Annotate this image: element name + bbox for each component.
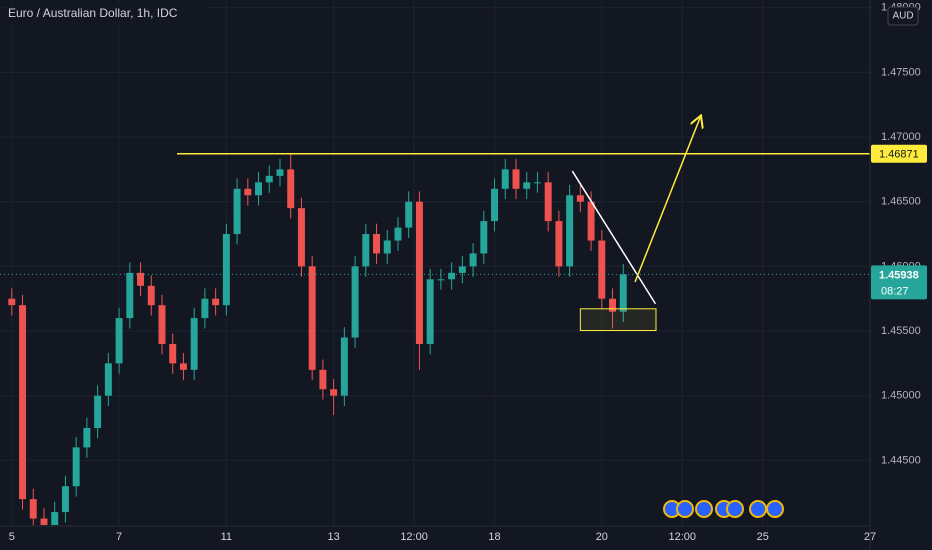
- candles: [8, 153, 627, 525]
- candle-body: [469, 253, 477, 267]
- candle-body: [609, 298, 617, 312]
- support-box: [579, 308, 657, 332]
- candle-body: [448, 272, 456, 280]
- candle-body: [566, 195, 574, 267]
- y-tick-label: 1.46500: [881, 196, 921, 208]
- candle-body: [169, 343, 177, 364]
- candle-body: [523, 182, 531, 189]
- level-label: 1.46871: [879, 149, 919, 161]
- candle-body: [362, 234, 370, 267]
- y-tick-label: 1.44500: [881, 454, 921, 466]
- y-tick-label: 1.45000: [881, 390, 921, 402]
- candle-body: [544, 182, 552, 222]
- candle-body: [190, 318, 198, 370]
- candle-body: [158, 305, 166, 344]
- candle-body: [533, 182, 541, 184]
- candle-body: [405, 201, 413, 228]
- y-tick-label: 1.47500: [881, 66, 921, 78]
- last-price-label: 1.45938: [879, 269, 919, 281]
- x-tick-label: 11: [221, 531, 232, 543]
- candle-body: [437, 279, 445, 281]
- chart-title: Euro / Australian Dollar, 1h, IDC: [8, 6, 178, 20]
- candle-body: [8, 298, 16, 306]
- candle-body: [555, 221, 563, 267]
- candle-body: [179, 363, 187, 370]
- candle-body: [94, 395, 102, 429]
- drawings: [0, 117, 870, 332]
- candle-body: [458, 266, 466, 273]
- y-tick-label: 1.47000: [881, 131, 921, 143]
- candle-body: [319, 369, 327, 390]
- candle-body: [512, 169, 520, 189]
- candle-body: [297, 208, 305, 267]
- candle-body: [147, 285, 155, 306]
- candle-body: [619, 274, 627, 312]
- x-tick-label: 13: [328, 531, 340, 543]
- candle-body: [212, 298, 220, 306]
- x-tick-label: 18: [488, 531, 500, 543]
- candle-body: [415, 201, 423, 344]
- currency-box[interactable]: [887, 6, 919, 26]
- candle-body: [255, 182, 263, 196]
- trend-line: [571, 170, 657, 305]
- x-tick-label: 5: [9, 531, 15, 543]
- candle-body: [222, 234, 230, 306]
- candle-body: [51, 512, 59, 525]
- candle-body: [383, 240, 391, 254]
- candle-body: [287, 169, 295, 209]
- candle-body: [137, 272, 145, 286]
- candle-body: [576, 195, 584, 202]
- candle-body: [115, 318, 123, 364]
- x-tick-label: 20: [596, 531, 608, 543]
- candle-body: [491, 188, 499, 222]
- last-price-tag: [871, 265, 927, 300]
- candle-body: [501, 169, 509, 189]
- candle-body: [126, 272, 134, 319]
- x-tick-label: 25: [757, 531, 769, 543]
- x-tick-label: 27: [864, 531, 876, 543]
- x-tick-label: 7: [116, 531, 122, 543]
- candle-body: [83, 428, 91, 448]
- y-tick-label: 1.45500: [881, 325, 921, 337]
- candle-body: [351, 266, 359, 338]
- candle-body: [19, 305, 27, 500]
- candle-body: [104, 363, 112, 396]
- candle-body: [598, 240, 606, 299]
- candle-body: [308, 266, 316, 370]
- candle-body: [61, 486, 69, 513]
- candle-body: [201, 298, 209, 319]
- candle-body: [340, 337, 348, 396]
- candle-body: [394, 227, 402, 241]
- arrow: [634, 117, 700, 283]
- candle-body: [373, 234, 381, 254]
- candle-body: [29, 499, 37, 519]
- candle-body: [244, 188, 252, 196]
- currency[interactable]: AUD: [892, 11, 913, 22]
- candle-body: [480, 221, 488, 254]
- title-bg: [5, 3, 205, 23]
- candle-body: [587, 201, 595, 241]
- countdown: 08:27: [881, 285, 909, 297]
- x-tick-label: 12:00: [400, 531, 428, 543]
- x-tick-label: 12:00: [669, 531, 697, 543]
- candle-body: [276, 169, 284, 176]
- level-tag: [871, 144, 927, 163]
- event-icons: [663, 500, 784, 518]
- candle-body: [426, 279, 434, 344]
- candle-body: [330, 389, 338, 396]
- candle-body: [265, 175, 273, 183]
- candle-body: [72, 447, 80, 487]
- candle-body: [40, 518, 48, 525]
- candle-body: [233, 188, 241, 235]
